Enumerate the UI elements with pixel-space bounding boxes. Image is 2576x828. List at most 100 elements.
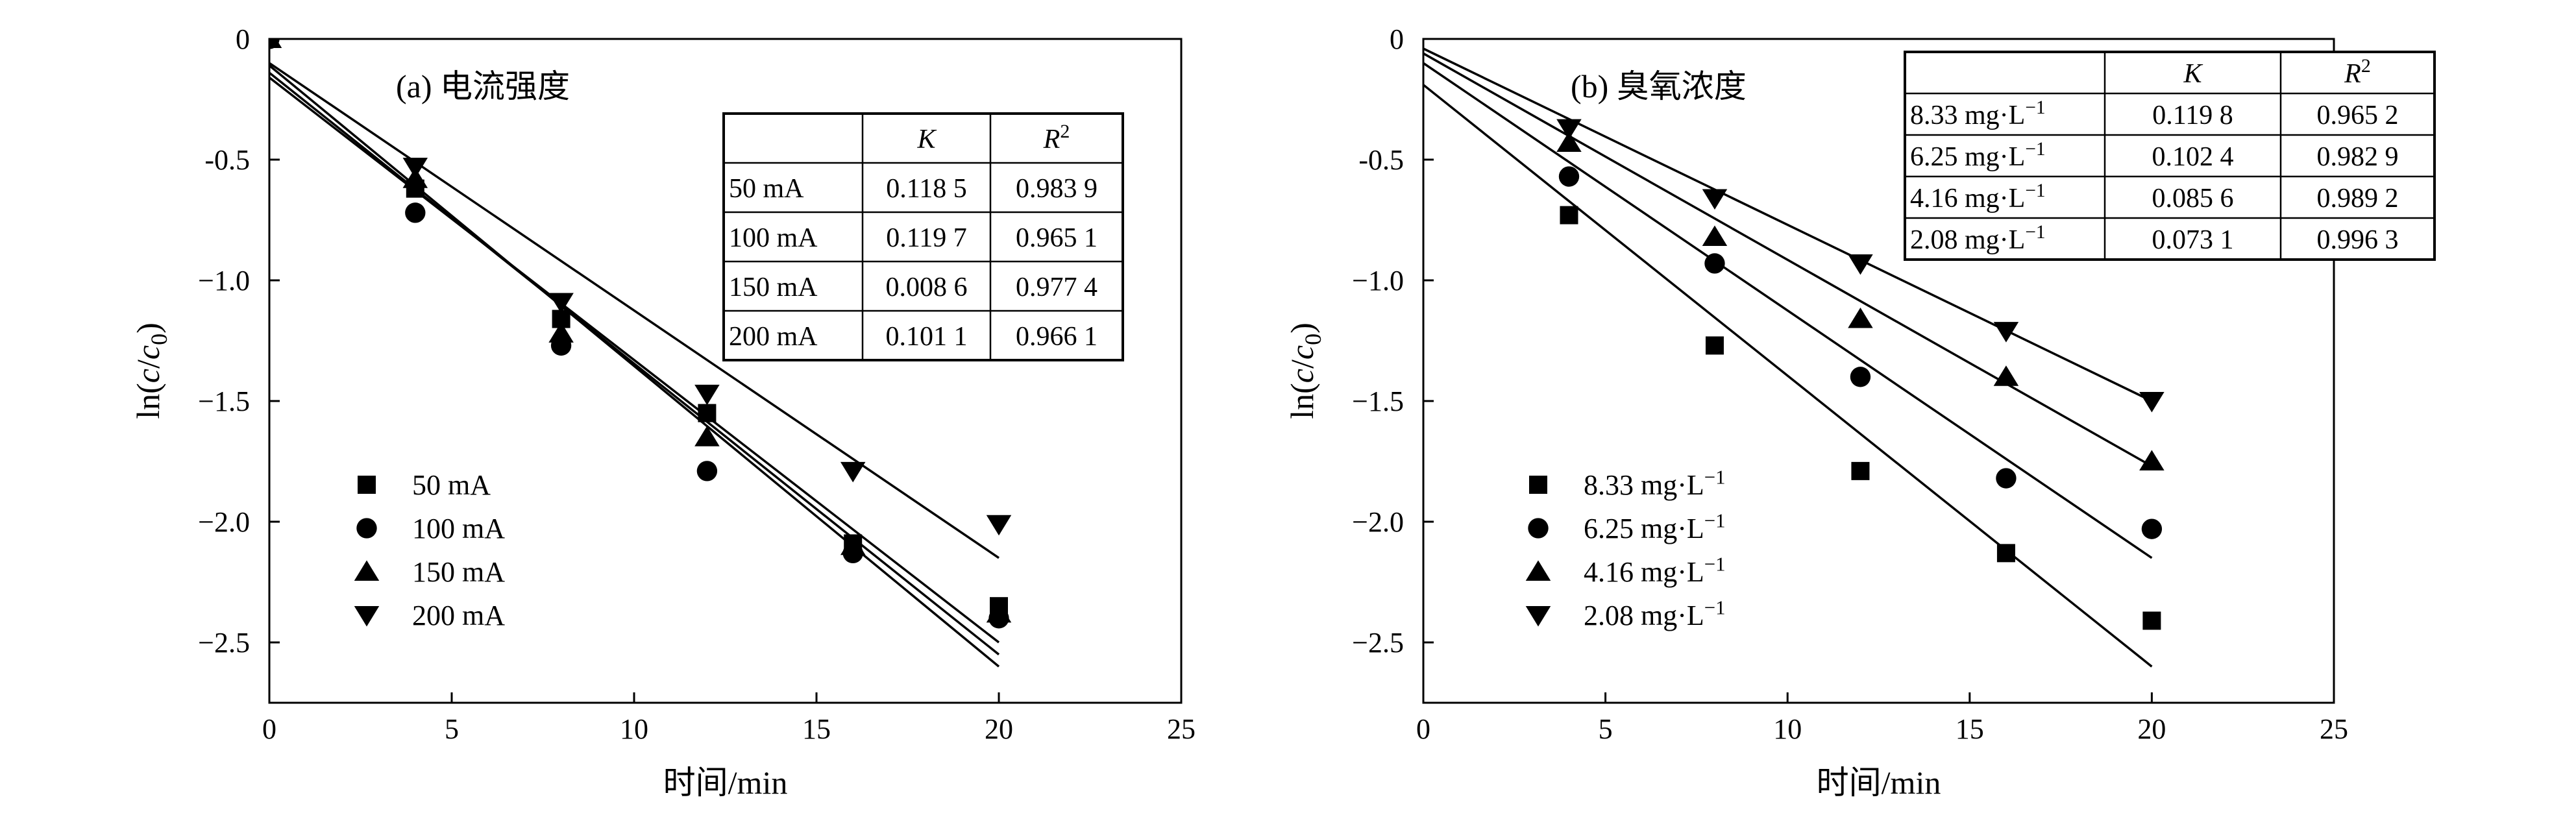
- series-3: [269, 39, 1012, 655]
- legend-label: 50 mA: [412, 469, 491, 501]
- data-point: [698, 404, 717, 422]
- table-cell-k: 0.101 1: [886, 322, 968, 352]
- table-cell-k: 0.102 4: [2152, 142, 2234, 172]
- data-point: [1993, 365, 2019, 386]
- data-point: [1851, 461, 1870, 480]
- x-tick-label: 15: [802, 713, 831, 745]
- table-row-label: 150 mA: [729, 273, 818, 302]
- series-4: [1423, 47, 2165, 413]
- data-point: [269, 39, 276, 51]
- chart-panel-b: 0 5 10 15 20 250-0.5−1.0−1.5−2.0−2.5时间/minln(…: [1284, 23, 2436, 801]
- fit-line: [1423, 47, 2153, 402]
- label-superscript: −1: [2025, 139, 2045, 160]
- table-row-label: 4.16 mg·L−1: [1910, 180, 2046, 213]
- data-point: [696, 461, 718, 481]
- data-point: [986, 602, 1012, 623]
- legend-label: 4.16 mg·L−1: [1584, 553, 1726, 588]
- fit-line: [1423, 52, 2153, 467]
- table-row-label: 100 mA: [729, 223, 818, 253]
- legend-label: 100 mA: [412, 513, 505, 544]
- data-point: [1702, 225, 1728, 247]
- y-tick-label: -0.5: [1358, 144, 1404, 176]
- table-cell-k: 0.119 7: [886, 223, 966, 253]
- x-tick-label: 5: [1599, 713, 1613, 745]
- label-text: 6.25 mg·L: [1584, 513, 1704, 544]
- legend-marker: [1528, 518, 1549, 539]
- y-tick-label: −1.0: [1352, 265, 1404, 297]
- table-header-r2: R2: [2344, 55, 2371, 89]
- table-cell-r2: 0.983 9: [1016, 174, 1098, 204]
- legend-marker: [1529, 476, 1547, 494]
- table-cell-r2: 0.989 2: [2317, 184, 2399, 213]
- label-text: 8.33 mg·L: [1910, 101, 2025, 130]
- data-point: [1993, 322, 2019, 343]
- legend-marker: [354, 606, 380, 627]
- legend-marker: [1525, 606, 1551, 627]
- table-row-label: 2.08 mg·L−1: [1910, 222, 2046, 255]
- y-title-part: c: [130, 369, 166, 383]
- y-title-part: ln(: [1284, 383, 1320, 419]
- x-axis-title: 时间/min: [663, 764, 788, 801]
- data-point: [1558, 166, 1580, 187]
- x-tick-label: 15: [1956, 713, 1984, 745]
- label-superscript: −1: [2025, 97, 2045, 118]
- table-cell-r2: 0.966 1: [1016, 322, 1098, 352]
- data-point: [986, 515, 1012, 536]
- table-cell-r2: 0.965 2: [2317, 101, 2399, 130]
- label-text: 6.25 mg·L: [1910, 142, 2025, 172]
- y-tick-label: −2.5: [1352, 627, 1404, 659]
- data-point: [2139, 450, 2165, 470]
- data-point: [1556, 119, 1582, 140]
- x-tick-label: 25: [1167, 713, 1196, 745]
- x-tick-label: 10: [620, 713, 648, 745]
- table-row-label: 200 mA: [729, 322, 818, 352]
- table-header-superscript: 2: [2361, 55, 2371, 77]
- y-tick-label: 0: [236, 23, 250, 55]
- y-title-part: ): [1284, 323, 1320, 334]
- fit-line: [1423, 84, 2153, 668]
- table-header-r2: R2: [1043, 121, 1070, 154]
- label-superscript: −1: [1704, 596, 1726, 618]
- fit-line: [1423, 62, 2153, 559]
- table-frame: [722, 112, 1124, 361]
- data-point: [1556, 131, 1582, 152]
- label-superscript: −1: [2025, 222, 2045, 243]
- y-title-part: /: [130, 359, 166, 369]
- data-point: [1704, 253, 1725, 274]
- label-superscript: −1: [1704, 466, 1726, 488]
- x-tick-label: 20: [2137, 713, 2166, 745]
- table-header-k: K: [916, 125, 937, 154]
- plot-frame: [268, 38, 1183, 704]
- x-tick-label: 10: [1773, 713, 1802, 745]
- fit-line: [269, 64, 1000, 668]
- data-point: [1848, 254, 1873, 275]
- legend-marker: [356, 518, 377, 539]
- label-text: 8.33 mg·L: [1584, 469, 1704, 501]
- legend-label: 200 mA: [412, 600, 505, 631]
- x-axis-title: 时间/min: [1817, 764, 1941, 801]
- series-3: [1423, 52, 2165, 470]
- fit-line: [269, 71, 1000, 655]
- x-tick-label: 0: [262, 713, 276, 745]
- legend-label: 2.08 mg·L−1: [1584, 596, 1726, 631]
- series-4: [269, 39, 1012, 559]
- table-cell-r2: 0.982 9: [2317, 142, 2399, 172]
- y-tick-label: −2.0: [1352, 506, 1404, 538]
- legend-marker: [1525, 560, 1551, 581]
- data-point: [1702, 189, 1728, 210]
- table-header-r: R: [1043, 125, 1061, 154]
- y-tick-label: 0: [1390, 23, 1404, 55]
- data-point: [694, 426, 720, 446]
- table-cell-k: 0.073 1: [2152, 225, 2234, 255]
- table-header-superscript: 2: [1060, 121, 1070, 142]
- data-point: [2142, 611, 2161, 630]
- panel-title: (b) 臭氧浓度: [1571, 68, 1747, 104]
- y-title-part: ): [130, 323, 166, 334]
- panel-title: (a) 电流强度: [396, 68, 570, 104]
- legend-marker: [358, 476, 376, 494]
- table-cell-k: 0.008 6: [886, 273, 968, 302]
- label-text: 2.08 mg·L: [1910, 225, 2025, 255]
- label-text: 4.16 mg·L: [1584, 556, 1704, 588]
- y-tick-label: -0.5: [204, 144, 250, 176]
